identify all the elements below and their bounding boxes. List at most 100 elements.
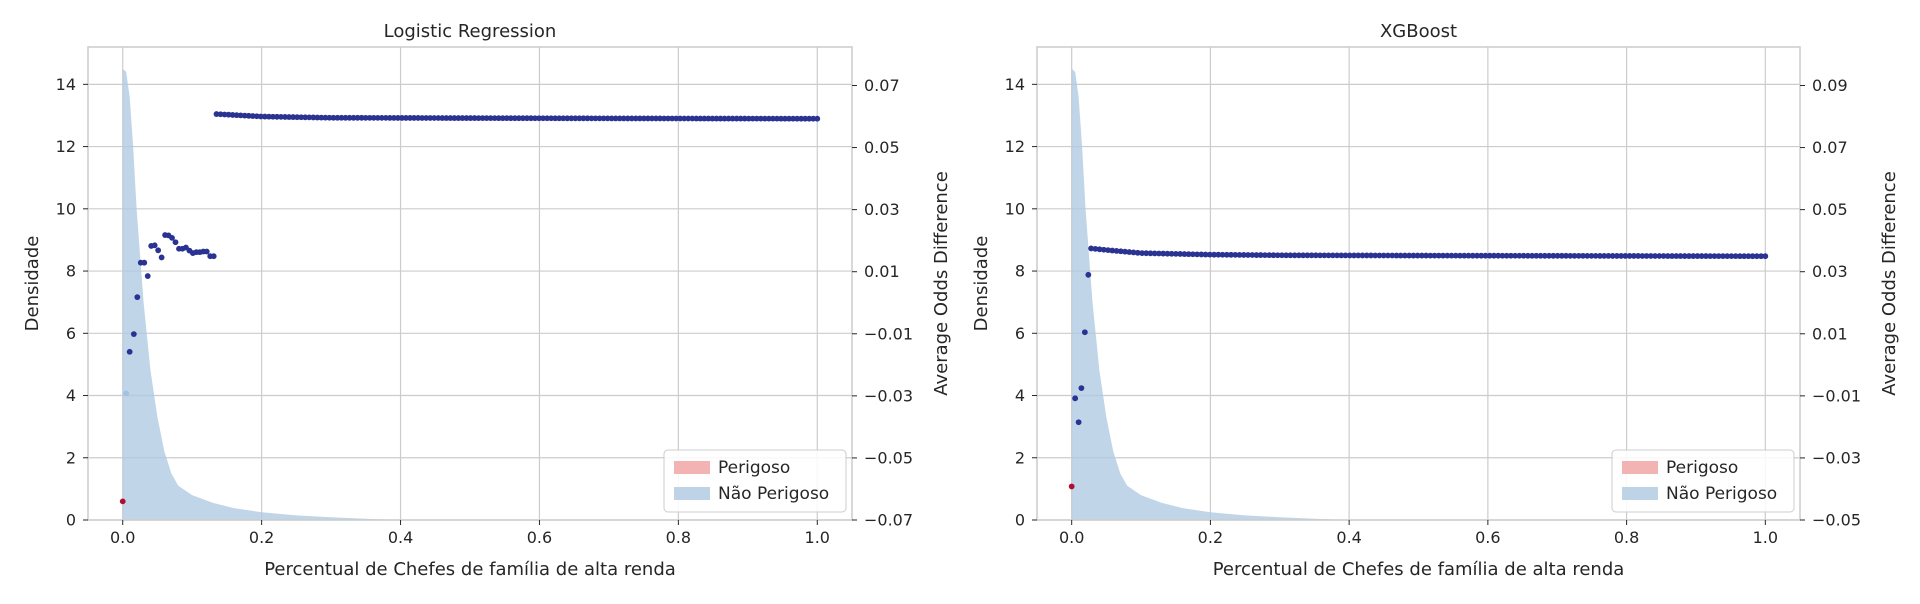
data-point <box>1724 253 1731 260</box>
data-point <box>274 113 280 120</box>
data-point <box>1605 253 1612 259</box>
data-point <box>1753 253 1760 260</box>
data-point <box>1448 252 1455 259</box>
data-point <box>1219 251 1226 258</box>
x-tick-label: 0.8 <box>666 528 691 547</box>
data-point <box>1147 250 1154 257</box>
data-point <box>491 115 498 122</box>
data-point <box>391 115 397 121</box>
data-point <box>439 115 446 121</box>
x-tick-label: 0.6 <box>1475 528 1500 547</box>
data-point <box>290 114 297 120</box>
data-point <box>536 115 542 122</box>
data-point <box>588 115 595 122</box>
data-point <box>467 115 474 121</box>
data-point <box>306 114 313 121</box>
data-point <box>1597 252 1603 259</box>
data-point <box>463 115 470 121</box>
data-point <box>471 115 478 121</box>
data-point <box>1541 252 1548 259</box>
data-point <box>669 115 676 122</box>
data-point <box>540 115 546 122</box>
data-point <box>1351 252 1357 259</box>
data-point <box>620 115 627 122</box>
data-point <box>447 115 454 121</box>
y2-tick-label: 0.03 <box>864 200 900 219</box>
data-point <box>1711 253 1718 259</box>
data-point <box>1321 252 1328 259</box>
data-point <box>556 115 563 122</box>
data-point <box>810 115 817 122</box>
data-point <box>1308 252 1315 259</box>
data-point <box>749 115 756 122</box>
data-point <box>1677 253 1684 259</box>
plot-frame <box>1036 46 1801 521</box>
chart-title: XGBoost <box>1380 21 1457 42</box>
data-point <box>1630 253 1637 259</box>
data-point <box>528 115 534 122</box>
data-point <box>1359 252 1366 259</box>
data-point <box>1749 253 1756 260</box>
data-point <box>761 115 768 122</box>
data-point <box>282 114 288 120</box>
data-point <box>1533 252 1540 259</box>
data-point <box>1338 252 1345 259</box>
y2-tick-label: −0.01 <box>1812 386 1861 405</box>
data-point <box>475 115 482 121</box>
data-point <box>1181 251 1188 257</box>
data-point <box>1563 252 1569 259</box>
data-point <box>403 115 409 121</box>
data-point <box>665 115 671 122</box>
legend-swatch-perigoso <box>674 461 710 474</box>
y-axis-label: Densidade <box>22 236 43 332</box>
y2-tick-label: 0.07 <box>1812 138 1848 157</box>
data-point <box>709 115 716 122</box>
data-point <box>1300 252 1307 259</box>
data-point <box>1495 252 1502 259</box>
data-point <box>1117 248 1124 255</box>
data-point <box>278 113 284 120</box>
y2-tick-label: 0.07 <box>864 76 900 95</box>
data-point <box>737 115 744 122</box>
y2-tick-label: 0.01 <box>1812 324 1848 343</box>
y-tick-label: 8 <box>66 262 76 281</box>
data-point <box>657 115 663 122</box>
data-point <box>1236 251 1243 258</box>
data-point <box>568 115 575 122</box>
density-area <box>122 68 401 520</box>
legend-swatch-perigoso <box>1622 461 1658 474</box>
y2-tick-label: −0.03 <box>864 386 913 405</box>
data-point <box>1085 271 1092 278</box>
data-point <box>1312 252 1319 259</box>
data-point <box>1245 252 1251 258</box>
data-point <box>1185 251 1192 258</box>
y2-tick-label: 0.01 <box>864 262 900 281</box>
data-point <box>1512 252 1519 259</box>
data-point <box>1122 248 1128 255</box>
data-point <box>681 115 688 122</box>
data-point <box>334 114 341 121</box>
data-point <box>1109 247 1116 254</box>
data-point <box>330 114 337 121</box>
data-point <box>524 115 530 122</box>
data-point-red <box>1068 483 1075 490</box>
data-point <box>1385 252 1391 259</box>
data-point <box>346 114 353 121</box>
data-point <box>520 115 526 122</box>
data-point <box>1334 252 1340 259</box>
data-point <box>1092 245 1099 252</box>
data-point <box>1609 253 1616 259</box>
data-point <box>1614 253 1620 259</box>
data-point <box>544 115 551 122</box>
data-point <box>649 115 655 122</box>
data-point <box>693 115 700 122</box>
data-point <box>515 115 522 122</box>
data-point <box>1105 247 1111 254</box>
data-point <box>1164 250 1171 257</box>
data-point <box>172 239 179 246</box>
legend-label-nao-perigoso: Não Perigoso <box>718 484 829 504</box>
data-point <box>596 115 603 122</box>
x-axis-label: Percentual de Chefes de família de alta … <box>264 559 676 580</box>
data-point <box>1274 252 1281 259</box>
data-point <box>701 115 708 122</box>
